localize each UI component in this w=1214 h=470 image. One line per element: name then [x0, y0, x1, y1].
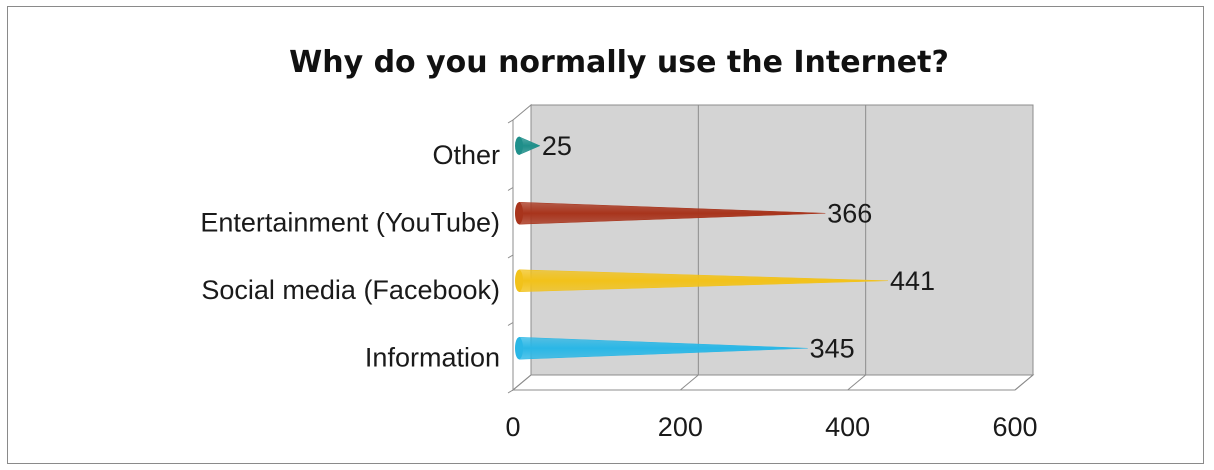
data-label: 366 [827, 198, 872, 228]
x-tick-label: 200 [658, 412, 703, 442]
data-labels: 345 441 366 25 [542, 131, 935, 364]
chart-title: Why do you normally use the Internet? [289, 45, 949, 80]
x-tick-labels: 0 200 400 600 [505, 412, 1037, 442]
bar-cone-base [515, 269, 523, 292]
data-label: 441 [890, 266, 935, 296]
floor-gridline [680, 374, 699, 391]
y-axis-tick [507, 187, 514, 191]
x-tick-label: 400 [825, 412, 870, 442]
category-label: Entertainment (YouTube) [200, 207, 500, 237]
y-axis-tick [507, 322, 514, 326]
y-axis-tick [507, 389, 514, 394]
x-tick-label: 600 [992, 412, 1037, 442]
floor-gridline [512, 374, 532, 391]
back-wall [530, 104, 1034, 376]
x-tick-label: 0 [505, 412, 520, 442]
plot-walls [511, 103, 1035, 392]
gridlines [507, 105, 1034, 394]
floor-gridline [1014, 374, 1034, 391]
bar-cone-base [515, 136, 523, 155]
category-label: Other [432, 140, 500, 170]
floor [511, 374, 1035, 391]
category-label: Information [365, 342, 500, 372]
data-label: 25 [542, 131, 572, 161]
bars [515, 136, 888, 360]
floor-gridline [847, 374, 866, 391]
category-labels: Information Social media (Facebook) Entert… [200, 140, 500, 373]
y-axis-tick [507, 254, 514, 259]
data-label: 345 [810, 333, 855, 363]
category-label: Social media (Facebook) [201, 275, 500, 305]
bar-cone-base [515, 337, 523, 360]
bar-cone-base [515, 202, 523, 225]
y-axis-tick [507, 119, 514, 124]
